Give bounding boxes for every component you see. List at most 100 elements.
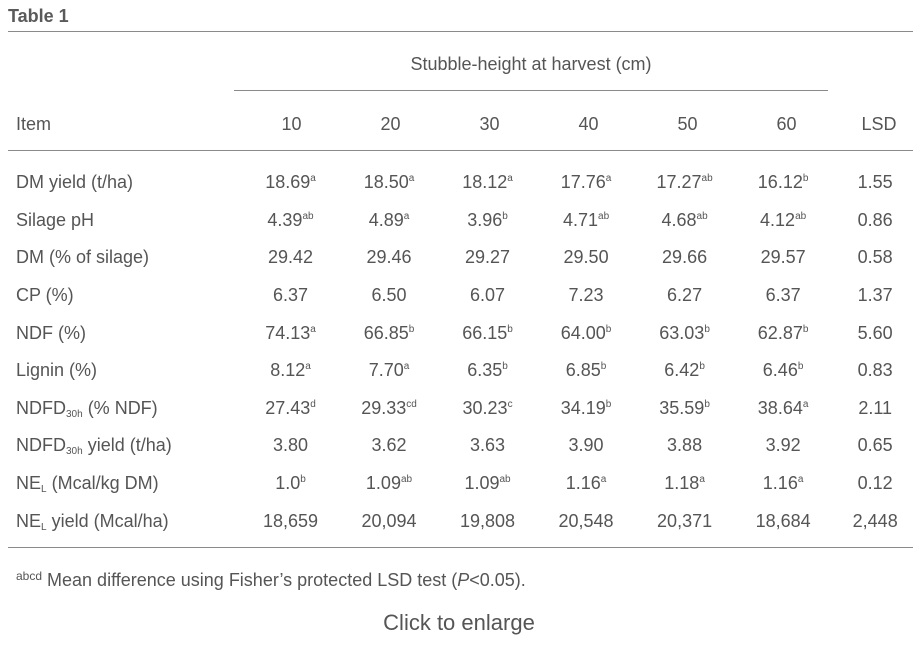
cell-value: 29.66 <box>662 247 708 268</box>
cell-value: 34.19 <box>560 397 606 418</box>
cell-value: 74.13 <box>265 322 311 343</box>
cell-value: 4.71 <box>562 209 599 230</box>
cell-value: 29.57 <box>760 247 806 268</box>
row-label-text: NDF (%) <box>16 322 86 343</box>
table-cell: 17.27ab <box>635 164 734 202</box>
footnote-text-end: <0.05). <box>469 570 526 590</box>
table-cell: 4.68ab <box>635 202 734 240</box>
cell-value: 3.62 <box>371 435 407 456</box>
table-cell: 29.46 <box>340 239 439 277</box>
cell-superscript: b <box>605 323 612 335</box>
lsd-cell: 2,448 <box>852 510 898 531</box>
cell-value: 16.12 <box>757 172 803 193</box>
lsd-cell: 1.37 <box>857 285 893 306</box>
cell-value: 64.00 <box>560 322 606 343</box>
cell-superscript: b <box>802 323 809 335</box>
row-label-rest: (% NDF) <box>82 397 158 418</box>
column-header-height: 60 <box>776 114 797 134</box>
cell-value: 17.27 <box>656 172 702 193</box>
lsd-cell: 2.11 <box>858 397 893 418</box>
column-header-height: 30 <box>479 114 500 134</box>
cell-value: 6.46 <box>762 360 798 381</box>
cell-value: 4.39 <box>267 209 303 230</box>
cell-superscript: cd <box>406 398 417 410</box>
cell-value: 6.27 <box>667 285 703 306</box>
row-label-text: Silage pH <box>16 209 95 230</box>
row-label-text: DM yield (t/ha) <box>16 172 134 193</box>
table-cell: 1.16a <box>537 465 636 503</box>
cell-value: 35.59 <box>659 397 705 418</box>
cell-value: 3.96 <box>467 209 503 230</box>
cell-value: 66.85 <box>363 322 409 343</box>
cell-superscript: a <box>408 173 415 185</box>
cell-value: 3.88 <box>667 435 703 456</box>
table-cell: 20,548 <box>537 502 636 540</box>
cell-value: 4.89 <box>368 209 404 230</box>
row-label: NDF (%) <box>8 314 241 352</box>
table-cell: 6.35b <box>438 352 537 390</box>
cell-value: 3.63 <box>470 435 506 456</box>
row-label: NEL (Mcal/kg DM) <box>8 465 241 503</box>
cell-value: 1.18 <box>664 473 700 494</box>
table-cell: 38.64a <box>734 390 833 428</box>
table-cell: 4.12ab <box>734 202 833 240</box>
cell-superscript: b <box>502 361 508 373</box>
cell-value: 6.85 <box>565 360 601 381</box>
table-title: Table 1 <box>8 6 69 26</box>
cell-value: 6.50 <box>371 285 407 306</box>
table-cell: 35.59b <box>635 390 734 428</box>
cell-value: 7.70 <box>368 360 404 381</box>
table-cell: 20,094 <box>340 502 439 540</box>
top-rule <box>8 31 913 32</box>
table-cell: 18,684 <box>734 502 833 540</box>
table-cell: 29.42 <box>241 239 340 277</box>
table-cell: 1.18a <box>635 465 734 503</box>
footnote-marker: abcd <box>16 569 43 583</box>
cell-value: 66.15 <box>462 322 508 343</box>
cell-value: 4.12 <box>760 209 796 230</box>
table-cell: 18.69a <box>241 164 340 202</box>
table-cell: 4.71ab <box>537 202 636 240</box>
cell-value: 1.16 <box>565 473 601 494</box>
cell-superscript: d <box>310 398 316 410</box>
cell-value: 7.23 <box>568 285 604 306</box>
row-label-text: Lignin (%) <box>16 360 98 381</box>
table-row: NDFD30h yield (t/ha) 3.80 3.62 3.63 3.90 3.88… <box>8 427 918 465</box>
row-label-text: CP (%) <box>16 285 74 306</box>
cell-superscript: ab <box>400 474 413 486</box>
cell-value: 29.33 <box>361 397 407 418</box>
table-cell: 18.50a <box>340 164 439 202</box>
table-cell: 1.16a <box>734 465 833 503</box>
cell-value: 3.80 <box>272 435 309 456</box>
cell-superscript: b <box>704 398 710 410</box>
column-header-item: Item <box>16 114 52 134</box>
cell-superscript: b <box>797 361 804 373</box>
cell-superscript: ab <box>701 173 713 185</box>
table-cell: 66.15b <box>438 314 537 352</box>
row-label-subscript: L <box>41 484 47 496</box>
cell-superscript: ab <box>795 210 807 222</box>
cell-superscript: b <box>704 323 710 335</box>
cell-superscript: b <box>600 361 607 373</box>
table-row: NEL yield (Mcal/ha) 18,659 20,094 19,808 20,… <box>8 502 918 540</box>
lsd-cell: 0.86 <box>857 209 893 230</box>
cell-superscript: b <box>502 210 508 222</box>
cell-superscript: b <box>408 323 415 335</box>
table-cell: 3.92 <box>734 427 833 465</box>
column-header-height: 50 <box>677 114 698 134</box>
table-cell: 66.85b <box>340 314 439 352</box>
cell-value: 6.35 <box>467 360 503 381</box>
click-to-enlarge-link[interactable]: Click to enlarge <box>383 610 535 635</box>
cell-superscript: a <box>310 323 316 335</box>
table-cell: 3.90 <box>537 427 636 465</box>
table-cell: 6.85b <box>537 352 636 390</box>
table-row: Lignin (%) 8.12a 7.70a 6.35b 6.85b 6.42b 6.46b… <box>8 352 918 390</box>
group-header-rule <box>234 90 828 91</box>
column-header-height: 20 <box>380 114 401 134</box>
cell-value: 18.50 <box>363 172 409 193</box>
table-cell: 6.50 <box>340 277 439 315</box>
row-label: NDFD30h yield (t/ha) <box>8 427 241 465</box>
data-table: DM yield (t/ha) 18.69a 18.50a 18.12a 17.76a 1… <box>8 164 918 540</box>
cell-superscript: b <box>699 361 705 373</box>
cell-superscript: b <box>507 323 513 335</box>
